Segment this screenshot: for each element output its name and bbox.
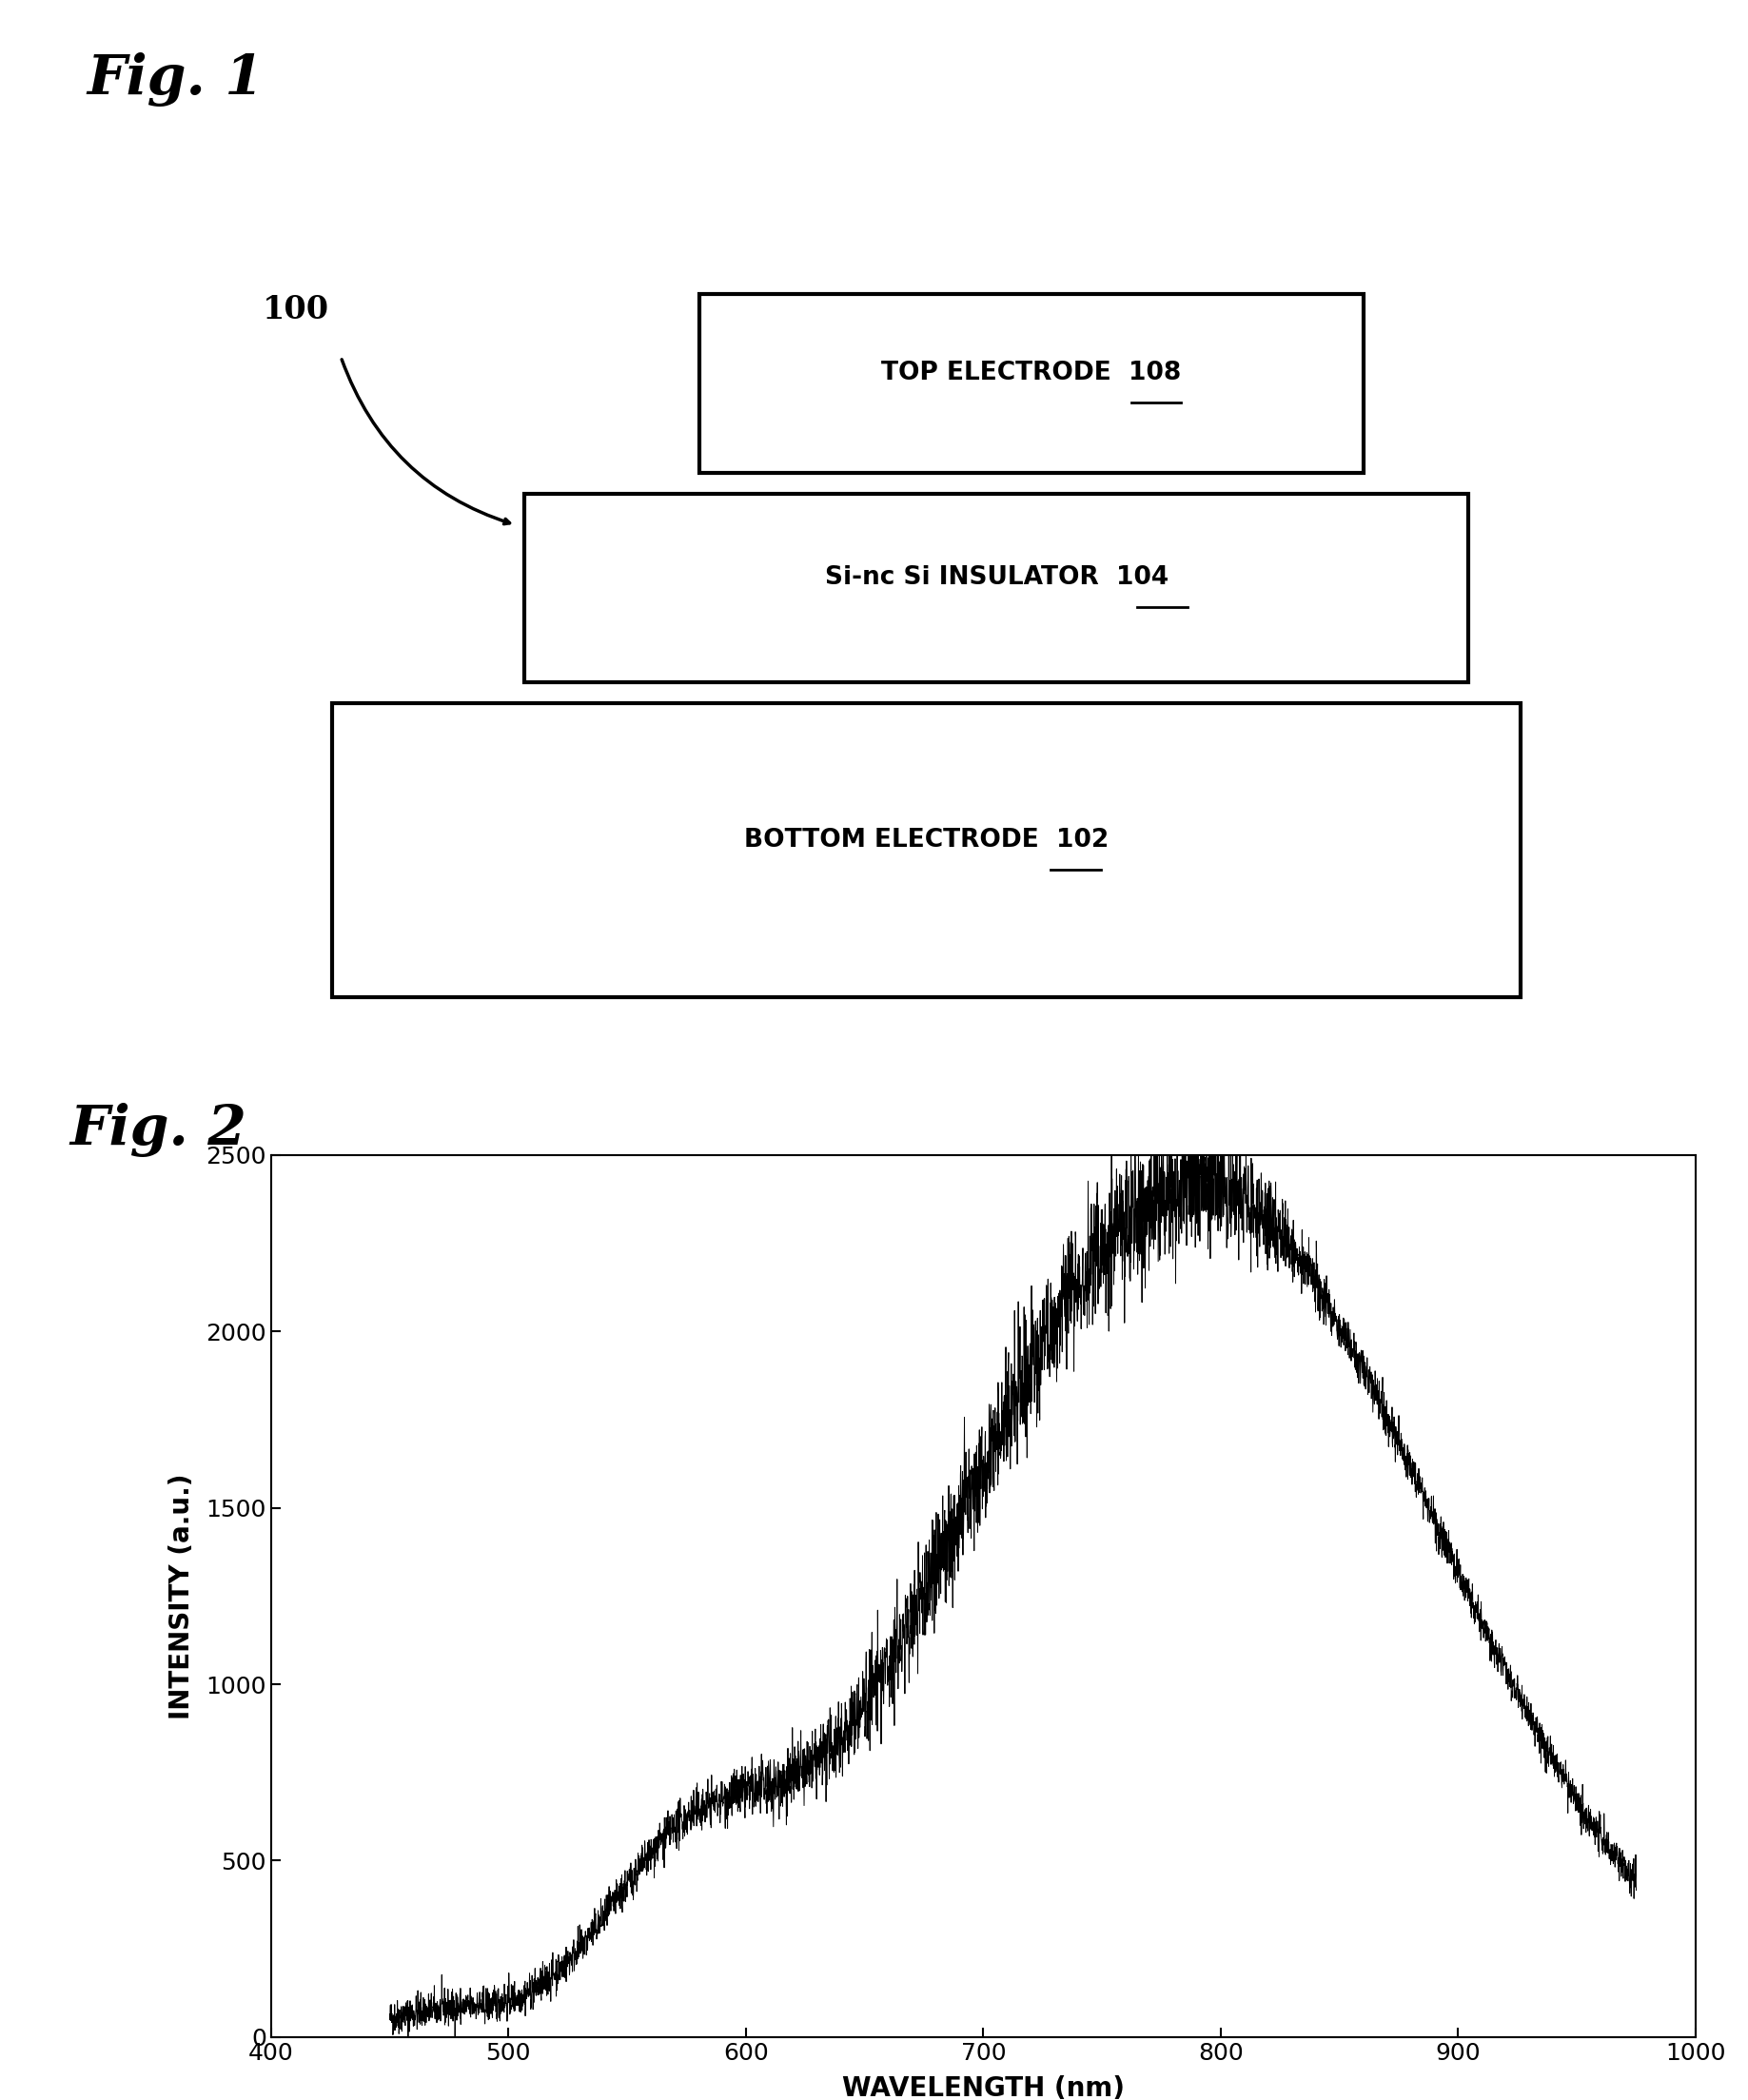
Bar <box>332 704 1521 997</box>
Text: 100: 100 <box>262 294 329 326</box>
X-axis label: WAVELENGTH (nm): WAVELENGTH (nm) <box>843 2075 1124 2100</box>
Text: TOP ELECTRODE  108: TOP ELECTRODE 108 <box>881 361 1182 384</box>
Text: Fig. 2: Fig. 2 <box>70 1102 246 1157</box>
Y-axis label: INTENSITY (a.u.): INTENSITY (a.u.) <box>168 1472 196 1720</box>
Text: Fig. 1: Fig. 1 <box>87 53 264 107</box>
Text: BOTTOM ELECTRODE  102: BOTTOM ELECTRODE 102 <box>745 827 1108 853</box>
Bar <box>524 494 1468 683</box>
Text: Si-nc Si INSULATOR  104: Si-nc Si INSULATOR 104 <box>825 565 1168 590</box>
Bar <box>699 294 1363 472</box>
